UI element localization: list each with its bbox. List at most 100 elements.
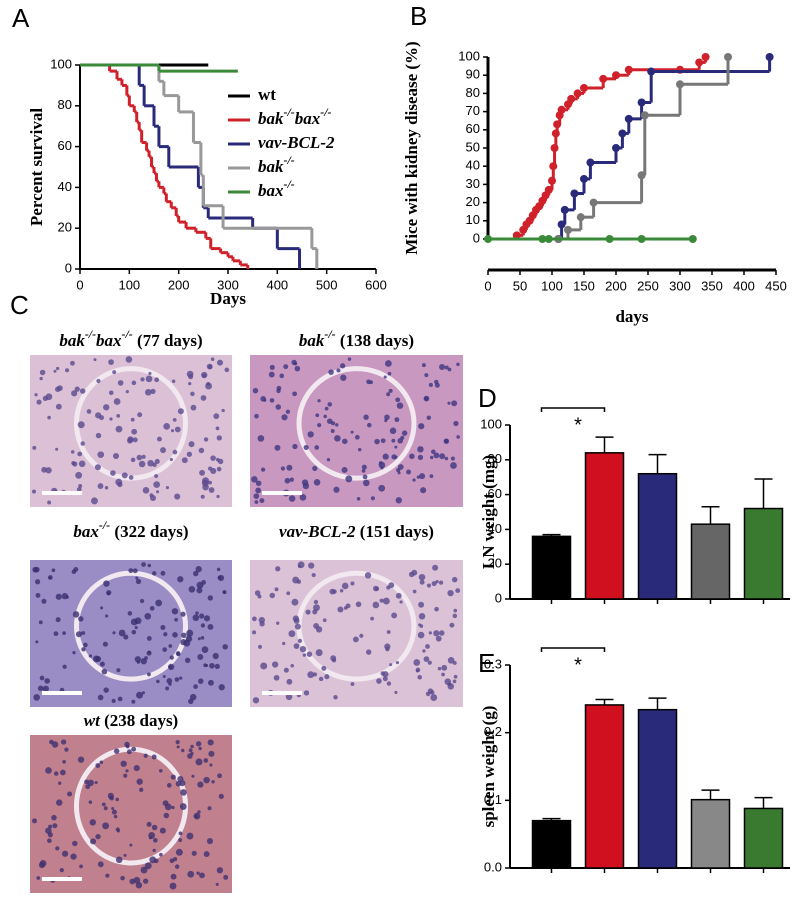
nucleus — [32, 818, 38, 824]
nucleus — [252, 616, 257, 622]
point — [624, 114, 633, 123]
nucleus — [303, 444, 309, 451]
nucleus — [431, 581, 437, 587]
nucleus — [81, 647, 86, 652]
panel-label: E — [478, 648, 495, 678]
y-tick-label: 100 — [458, 48, 480, 63]
nucleus — [315, 649, 323, 657]
nucleus — [83, 642, 88, 648]
x-tick-label: 200 — [168, 277, 190, 292]
x-tick-label: 400 — [266, 277, 288, 292]
nucleus — [171, 608, 179, 615]
nucleus — [394, 417, 400, 423]
nucleus — [103, 687, 109, 693]
nucleus — [447, 657, 455, 664]
nucleus — [453, 420, 459, 427]
nucleus — [97, 694, 104, 701]
point — [624, 65, 633, 74]
nucleus — [176, 745, 180, 749]
legend-label: bak-/- — [258, 153, 295, 176]
nucleus — [138, 460, 146, 468]
nucleus — [151, 824, 158, 831]
nucleus — [61, 850, 69, 857]
nucleus — [283, 667, 289, 673]
nucleus — [198, 678, 204, 684]
nucleus — [70, 853, 77, 860]
nucleus — [417, 454, 424, 461]
nucleus — [160, 447, 166, 454]
nucleus — [62, 631, 66, 636]
y-axis-label: Mice with kidney disease (%) — [402, 41, 421, 254]
nucleus — [366, 379, 371, 385]
nucleus — [78, 616, 84, 622]
y-axis-label: spleen weight (g) — [479, 706, 498, 828]
nucleus — [340, 363, 346, 369]
nucleus — [285, 409, 291, 414]
nucleus — [125, 356, 133, 363]
nucleus — [200, 635, 205, 640]
nucleus — [222, 644, 228, 650]
nucleus — [363, 414, 369, 420]
nucleus — [355, 601, 362, 608]
nucleus — [131, 699, 136, 704]
nucleus — [121, 472, 128, 479]
nucleus — [449, 622, 455, 628]
nucleus — [39, 675, 45, 681]
nucleus — [136, 660, 141, 664]
nucleus — [386, 392, 391, 397]
nucleus — [394, 445, 398, 449]
y-tick-label: 60 — [466, 121, 480, 136]
nucleus — [421, 363, 426, 368]
nucleus — [251, 476, 258, 483]
nucleus — [171, 379, 176, 384]
nucleus — [292, 443, 298, 450]
y-axis-label: LN weight (mg) — [479, 455, 498, 569]
nucleus — [206, 838, 213, 845]
nucleus — [214, 663, 220, 670]
nucleus — [450, 462, 457, 469]
nucleus — [97, 861, 104, 868]
point — [553, 120, 562, 129]
nucleus — [200, 494, 205, 499]
nucleus — [188, 698, 194, 705]
nucleus — [172, 417, 177, 422]
histology-image — [30, 735, 232, 893]
nucleus — [89, 819, 97, 826]
nucleus — [174, 426, 181, 433]
nucleus — [53, 631, 59, 637]
nucleus — [378, 484, 386, 492]
nucleus — [439, 630, 445, 636]
nucleus — [370, 496, 375, 501]
point — [586, 158, 595, 167]
nucleus — [364, 572, 372, 579]
y-tick-label: 20 — [466, 194, 480, 209]
point — [567, 94, 576, 103]
nucleus — [155, 599, 163, 607]
nucleus — [96, 378, 101, 384]
nucleus — [47, 838, 52, 844]
point — [637, 235, 646, 243]
nucleus — [132, 568, 138, 574]
nucleus — [342, 438, 348, 445]
nucleus — [435, 635, 442, 642]
nucleus — [434, 382, 440, 388]
nucleus — [329, 588, 336, 595]
nucleus — [41, 466, 48, 473]
nucleus — [455, 588, 461, 593]
nucleus — [153, 481, 161, 488]
nucleus — [64, 747, 69, 752]
nucleus — [216, 867, 224, 874]
nucleus — [118, 629, 126, 637]
point — [576, 213, 585, 222]
nucleus — [417, 631, 425, 639]
image-background — [30, 355, 232, 507]
nucleus — [136, 778, 143, 785]
y-tick-label: 40 — [488, 521, 502, 536]
nucleus — [275, 404, 282, 410]
nucleus — [330, 428, 335, 433]
nucleus — [224, 367, 230, 373]
histology-image — [250, 560, 463, 707]
nucleus — [99, 760, 104, 765]
x-tick-label: 100 — [541, 278, 563, 293]
x-tick-label: 400 — [733, 278, 755, 293]
